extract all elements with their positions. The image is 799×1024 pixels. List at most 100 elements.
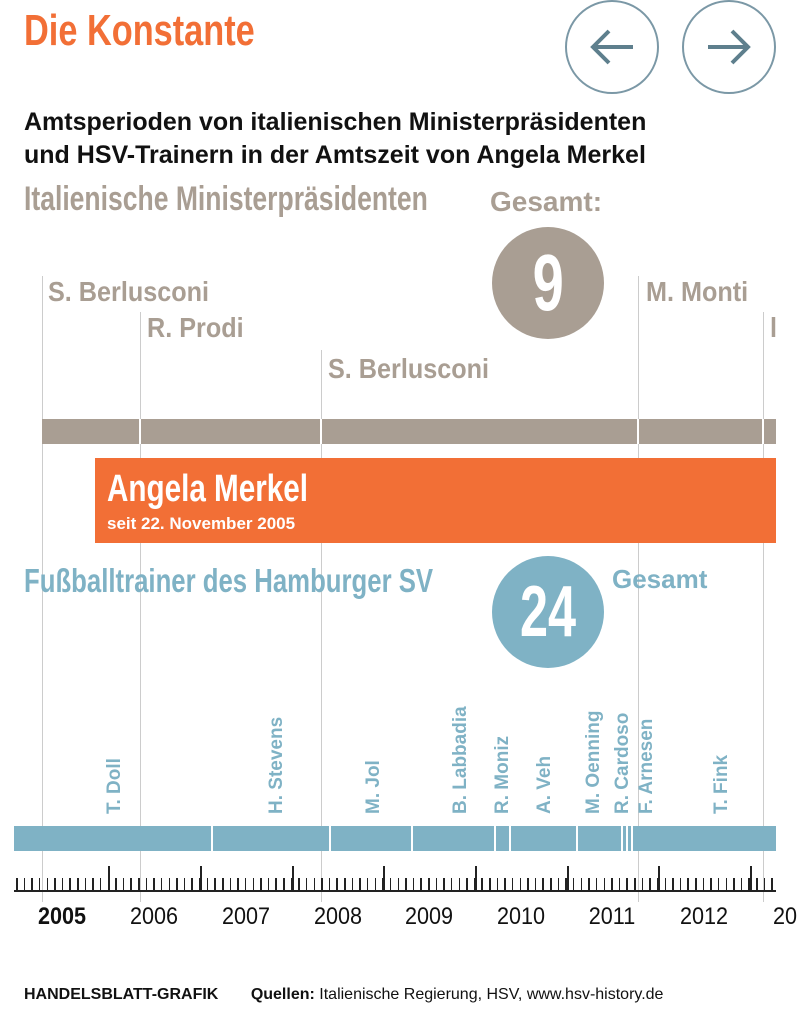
month-tick xyxy=(23,878,26,890)
year-tick xyxy=(658,866,660,890)
month-tick xyxy=(160,878,163,890)
arrow-left-icon xyxy=(590,29,633,65)
month-tick xyxy=(298,878,300,890)
month-tick xyxy=(450,878,453,890)
month-tick xyxy=(46,878,49,890)
month-tick xyxy=(374,878,377,890)
year-label: 20 xyxy=(772,903,798,930)
footer: HANDELSBLATT-GRAFIK Quellen: Italienisch… xyxy=(24,986,663,1004)
trainer-label: T. Doll xyxy=(104,758,125,814)
italy-term-bar xyxy=(42,419,776,444)
next-button[interactable] xyxy=(682,0,776,94)
year-tick xyxy=(200,866,202,890)
trainer-label: M. Jol xyxy=(363,760,384,814)
month-tick xyxy=(740,878,743,890)
month-tick xyxy=(336,878,338,890)
trainer-label: H. Stevens xyxy=(266,716,287,814)
year-tick xyxy=(108,866,110,890)
month-tick xyxy=(443,878,445,890)
month-tick xyxy=(634,878,636,890)
month-tick xyxy=(138,878,140,890)
sources-text: Italienische Regierung, HSV, www.hsv-his… xyxy=(319,986,664,1003)
month-tick xyxy=(321,878,323,890)
month-tick xyxy=(504,878,506,890)
trainer-label: F. Arnesen xyxy=(636,718,657,814)
year-label: 2006 xyxy=(129,903,179,930)
italy-heading: Italienische Ministerpräsidenten xyxy=(24,180,428,218)
month-tick xyxy=(572,878,575,890)
month-tick xyxy=(489,878,491,890)
month-tick xyxy=(366,878,369,890)
year-label: 2009 xyxy=(404,903,454,930)
previous-button[interactable] xyxy=(565,0,659,94)
month-tick xyxy=(695,878,697,890)
trainer-label: T. Fink xyxy=(711,754,732,814)
month-tick xyxy=(38,878,41,890)
month-tick xyxy=(214,878,216,890)
gridline xyxy=(763,312,764,902)
month-tick xyxy=(542,878,544,890)
month-tick xyxy=(405,878,407,890)
gridline xyxy=(321,350,322,902)
year-tick xyxy=(383,866,385,890)
month-tick xyxy=(290,878,293,890)
year-label: 2008 xyxy=(313,903,363,930)
month-tick xyxy=(756,878,758,890)
month-tick xyxy=(565,878,567,890)
month-tick xyxy=(420,878,422,890)
month-tick xyxy=(664,878,667,890)
sources-label: Quellen: xyxy=(250,986,315,1003)
month-tick xyxy=(275,878,277,890)
chart-title: Die Konstante xyxy=(24,6,255,55)
month-tick xyxy=(229,878,232,890)
month-tick xyxy=(328,878,331,890)
month-tick xyxy=(61,878,64,890)
month-tick xyxy=(145,878,148,890)
subtitle-line: und HSV-Trainern in der Amtszeit von Ang… xyxy=(24,141,646,169)
month-tick xyxy=(176,878,178,890)
year-label: 2011 xyxy=(588,903,636,930)
arrow-right-icon xyxy=(708,29,751,65)
footer-brand: HANDELSBLATT-GRAFIK xyxy=(24,986,219,1003)
month-tick xyxy=(473,878,476,890)
pm-label: M. Monti xyxy=(646,276,749,307)
month-tick xyxy=(84,878,87,890)
month-tick xyxy=(679,878,682,890)
italy-total-label: Gesamt: xyxy=(490,186,603,217)
month-tick xyxy=(748,878,750,890)
month-tick xyxy=(389,878,392,890)
year-label: 2010 xyxy=(496,903,546,930)
month-tick xyxy=(511,878,514,890)
year-label: 2005 xyxy=(37,903,87,930)
month-tick xyxy=(122,878,125,890)
pm-label: R. Prodi xyxy=(147,312,244,343)
month-tick xyxy=(527,878,529,890)
month-tick xyxy=(168,878,171,890)
chart-subtitle: Amtsperioden von italienischen Ministerp… xyxy=(24,106,784,172)
month-tick xyxy=(283,878,285,890)
hsv-total-label: Gesamt xyxy=(612,564,708,594)
year-tick xyxy=(567,866,569,890)
trainer-label: R. Cardoso xyxy=(612,712,633,814)
trainer-label: R. Moniz xyxy=(492,735,513,814)
hsv-total-badge: 24 xyxy=(492,556,604,668)
month-tick xyxy=(69,878,71,890)
month-tick xyxy=(115,878,117,890)
month-tick xyxy=(519,878,522,890)
year-label: 2012 xyxy=(679,903,729,930)
year-tick xyxy=(750,866,752,890)
trainer-label: A. Veh xyxy=(534,755,555,814)
month-tick xyxy=(588,878,590,890)
month-tick xyxy=(458,878,461,890)
month-tick xyxy=(649,878,651,890)
hsv-heading: Fußballtrainer des Hamburger SV xyxy=(24,562,434,599)
month-tick xyxy=(16,878,18,890)
month-tick xyxy=(305,878,308,890)
trainer-label: M. Oenning xyxy=(583,710,604,814)
month-tick xyxy=(618,878,621,890)
month-tick xyxy=(382,878,384,890)
month-tick xyxy=(626,878,628,890)
month-tick xyxy=(54,878,56,890)
month-tick xyxy=(31,878,33,890)
year-tick xyxy=(475,866,477,890)
